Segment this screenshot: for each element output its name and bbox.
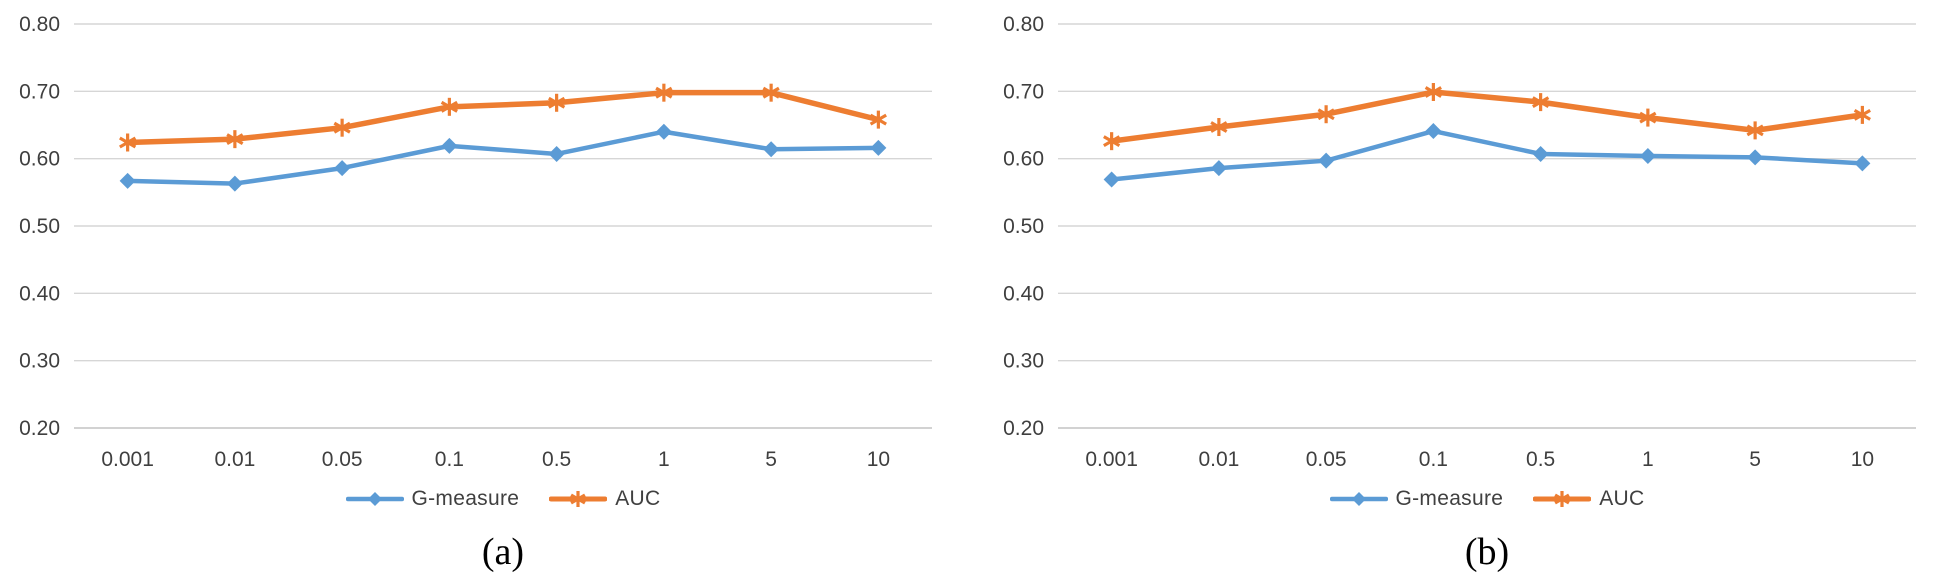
- diamond-marker-icon: [1747, 149, 1764, 166]
- chart-b-legend: G-measure AUC: [1058, 484, 1916, 514]
- x-tick-label: 0.05: [322, 448, 363, 471]
- diamond-marker-icon: [441, 137, 458, 154]
- auc-line: [124, 89, 882, 146]
- star-marker-icon: [1746, 121, 1764, 140]
- y-tick-label: 0.80: [19, 13, 60, 36]
- legend-item-auc: AUC: [1533, 487, 1644, 511]
- diamond-marker-icon: [1210, 160, 1227, 177]
- star-marker-icon: [1103, 132, 1121, 151]
- g-measure-line: [1109, 128, 1865, 182]
- auc-legend-marker-icon: [549, 491, 608, 507]
- star-marker-icon: [869, 110, 887, 129]
- y-tick-label: 0.80: [1003, 13, 1044, 36]
- x-tick-label: 5: [1749, 448, 1761, 471]
- legend-item-g-measure: G-measure: [1329, 487, 1504, 511]
- y-tick-label: 0.20: [1003, 417, 1044, 440]
- x-tick-label: 10: [867, 448, 890, 471]
- star-marker-icon: [1532, 93, 1550, 112]
- diamond-marker-icon: [1103, 171, 1120, 188]
- x-tick-label: 5: [765, 448, 777, 471]
- chart-b-caption: (b): [1464, 531, 1510, 573]
- star-marker-icon: [440, 97, 458, 116]
- star-marker-icon: [1554, 491, 1570, 507]
- g-measure-legend-marker-icon: [1329, 492, 1388, 506]
- diamond-marker-icon: [119, 172, 136, 189]
- star-marker-icon: [1853, 105, 1871, 124]
- diamond-marker-icon: [1532, 145, 1549, 162]
- y-tick-label: 0.50: [1003, 215, 1044, 238]
- x-tick-label: 1: [658, 448, 670, 471]
- y-tick-label: 0.30: [19, 350, 60, 373]
- diamond-marker-icon: [763, 141, 780, 158]
- x-tick-label: 0.5: [542, 448, 571, 471]
- diamond-marker-icon: [334, 160, 351, 177]
- g-measure-line: [125, 129, 881, 186]
- auc-legend-marker-icon: [1533, 491, 1592, 507]
- star-marker-icon: [226, 130, 244, 149]
- star-marker-icon: [1210, 118, 1228, 137]
- x-tick-label: 0.1: [1419, 448, 1448, 471]
- diamond-marker-icon: [1318, 152, 1335, 169]
- x-tick-label: 0.05: [1306, 448, 1347, 471]
- chart-b-plot-area: 0.20 0.30 0.40 0.50 0.60 0.70 0.80 0.001 0.01 0.0…: [1003, 13, 1916, 471]
- diamond-marker-icon: [1639, 147, 1656, 164]
- y-tick-label: 0.40: [19, 282, 60, 305]
- diamond-marker-icon: [1854, 155, 1871, 172]
- legend-label-auc: AUC: [615, 487, 661, 510]
- star-marker-icon: [570, 491, 586, 507]
- legend-label-g-measure: G-measure: [1395, 487, 1504, 510]
- legend-label-auc: AUC: [1599, 487, 1645, 510]
- diamond-marker-icon: [1425, 123, 1442, 140]
- x-tick-label: 0.1: [435, 448, 464, 471]
- y-tick-label: 0.40: [1003, 282, 1044, 305]
- diamond-marker-icon: [1351, 492, 1366, 506]
- star-marker-icon: [333, 118, 351, 137]
- y-tick-label: 0.60: [19, 148, 60, 171]
- chart-a: 0.20 0.30 0.40 0.50 0.60 0.70 0.80 0.001 0.01 0.0…: [2, 0, 962, 588]
- auc-line: [1108, 89, 1866, 144]
- star-marker-icon: [1639, 108, 1657, 127]
- x-tick-label: 1: [1642, 448, 1654, 471]
- g-measure-legend-marker-icon: [345, 492, 404, 506]
- star-marker-icon: [1317, 105, 1335, 124]
- x-tick-label: 0.001: [1085, 448, 1138, 471]
- y-tick-label: 0.30: [1003, 350, 1044, 373]
- star-marker-icon: [655, 83, 673, 102]
- star-marker-icon: [1424, 83, 1442, 102]
- legend-label-g-measure: G-measure: [411, 487, 520, 510]
- diamond-marker-icon: [870, 139, 887, 156]
- x-tick-label: 0.5: [1526, 448, 1555, 471]
- chart-b: 0.20 0.30 0.40 0.50 0.60 0.70 0.80 0.001 0.01 0.0…: [986, 0, 1944, 588]
- y-tick-label: 0.70: [1003, 80, 1044, 103]
- y-tick-label: 0.60: [1003, 148, 1044, 171]
- diamond-marker-icon: [548, 145, 565, 162]
- y-tick-label: 0.20: [19, 417, 60, 440]
- x-tick-label: 0.01: [214, 448, 255, 471]
- x-tick-label: 0.01: [1198, 448, 1239, 471]
- legend-item-auc: AUC: [549, 487, 660, 511]
- chart-a-legend: G-measure AUC: [74, 484, 932, 514]
- diamond-marker-icon: [367, 492, 382, 506]
- y-tick-label: 0.50: [19, 215, 60, 238]
- diamond-marker-icon: [226, 175, 243, 192]
- x-tick-label: 10: [1851, 448, 1874, 471]
- y-tick-label: 0.70: [19, 80, 60, 103]
- star-marker-icon: [548, 93, 566, 112]
- diamond-marker-icon: [655, 123, 672, 140]
- legend-item-g-measure: G-measure: [345, 487, 520, 511]
- star-marker-icon: [119, 133, 137, 152]
- x-tick-label: 0.001: [101, 448, 154, 471]
- chart-a-plot-area: 0.20 0.30 0.40 0.50 0.60 0.70 0.80 0.001 0.01 0.0…: [19, 13, 932, 471]
- chart-a-caption: (a): [481, 531, 525, 573]
- star-marker-icon: [762, 83, 780, 102]
